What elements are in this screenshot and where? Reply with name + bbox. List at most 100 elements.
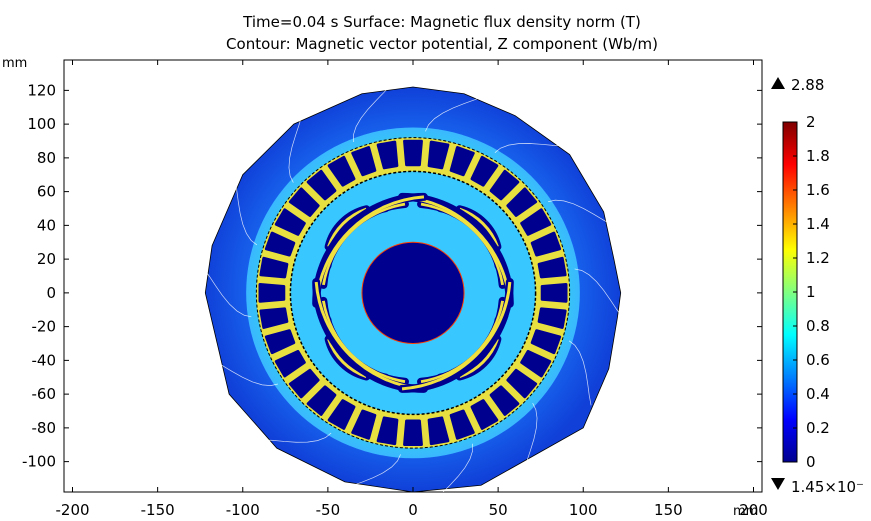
y-tick-label: 20 — [37, 250, 56, 268]
rotor-flux-path — [459, 338, 499, 378]
max-marker-label: 2.88 — [791, 76, 824, 94]
stator-slot — [470, 399, 499, 430]
contour-line — [574, 268, 623, 318]
rotor-flux-path — [459, 207, 499, 248]
colorbar-tick-label: 0.6 — [806, 351, 830, 369]
stator-slot — [288, 368, 320, 399]
contour-line — [262, 432, 332, 443]
stator-slot — [274, 208, 306, 236]
colorbar-tick-label: 0.8 — [806, 317, 830, 335]
stator-slot — [470, 155, 499, 187]
y-tick-label: 80 — [37, 149, 56, 167]
y-tick-label: -20 — [32, 318, 57, 336]
x-tick-label: -150 — [141, 501, 175, 519]
contour-line — [203, 267, 252, 318]
rotor-flux-path — [327, 207, 367, 248]
stator-slot — [351, 146, 377, 177]
min-marker-triangle — [771, 478, 785, 490]
colorbar-tick-label: 2 — [806, 113, 816, 131]
rotor-flux-path — [401, 281, 512, 391]
stator-slot — [530, 231, 562, 257]
x-tick-label: 50 — [489, 501, 508, 519]
colorbar-tick-label: 0.4 — [806, 385, 830, 403]
x-tick-label: 200 — [739, 501, 768, 519]
stator-slot — [427, 416, 450, 446]
stator-slot — [449, 409, 475, 440]
min-marker-label: 1.45×10⁻ — [791, 478, 864, 496]
contour-line — [494, 143, 564, 153]
stator-slot — [288, 187, 320, 217]
y-tick-label: -80 — [32, 419, 57, 437]
chart-title: Time=0.04 s Surface: Magnetic flux densi… — [242, 13, 641, 31]
stator-slot — [327, 399, 356, 430]
stator-slot — [489, 169, 520, 201]
y-tick-label: 40 — [37, 216, 56, 234]
contour-line — [425, 95, 485, 132]
stator-slot — [306, 169, 337, 201]
colorbar-tick-label: 1.8 — [806, 147, 830, 165]
y-tick-label: 60 — [37, 183, 56, 201]
stator-slot — [258, 283, 286, 303]
colorbar-tick-label: 1 — [806, 283, 816, 301]
colorbar-tick-label: 0 — [806, 453, 816, 471]
contour-line — [442, 443, 473, 492]
stator-slot — [530, 329, 562, 355]
colorbar-tick-label: 1.2 — [806, 249, 830, 267]
contour-line — [288, 114, 303, 183]
contour-line — [548, 199, 613, 226]
colorbar: 0 0.2 0.4 0.6 0.8 1 1.2 1.4 1.6 1.8 2 — [782, 113, 830, 471]
stator-slot — [264, 329, 296, 355]
contour-line — [234, 180, 258, 246]
x-tick-label: -100 — [226, 501, 260, 519]
y-tick-label: -100 — [22, 453, 56, 471]
stator-slot — [506, 368, 538, 399]
contour-line — [353, 84, 391, 143]
y-unit-label: mm — [2, 56, 27, 71]
x-axis: -200 -150 -100 -50 0 50 100 150 200 — [55, 60, 768, 519]
stator-slot — [351, 409, 377, 440]
stator-slot — [327, 155, 356, 187]
rotor-flux-path — [327, 338, 367, 378]
stator-slot — [449, 146, 475, 177]
stator-slot — [306, 385, 337, 416]
colorbar-tick-label: 0.2 — [806, 419, 830, 437]
stator-slot — [540, 283, 568, 303]
contour-line — [523, 403, 538, 471]
stator-slot — [537, 256, 567, 279]
stator-slot — [403, 419, 423, 447]
contour-line — [213, 360, 278, 386]
x-tick-label: 0 — [408, 501, 418, 519]
chart-subtitle: Contour: Magnetic vector potential, Z co… — [226, 35, 658, 53]
y-tick-label: 0 — [46, 284, 56, 302]
stator-slot — [489, 385, 520, 416]
x-tick-label: 150 — [654, 501, 683, 519]
stator-slot — [274, 349, 306, 378]
y-axis: -100 -80 -60 -40 -20 0 20 40 60 80 100 120 — [22, 81, 762, 471]
max-marker-triangle — [771, 77, 785, 89]
contour-line — [341, 454, 401, 491]
stator-slot — [520, 208, 552, 236]
colorbar-tick-label: 1.4 — [806, 215, 830, 233]
y-tick-label: 100 — [27, 115, 56, 133]
stator-slot — [376, 416, 399, 446]
rotor-boundary — [289, 170, 537, 416]
stator-slot — [259, 256, 289, 279]
stator-slot — [520, 349, 552, 378]
x-tick-label: -200 — [55, 501, 89, 519]
y-tick-label: -40 — [32, 351, 57, 369]
stator-slot — [259, 307, 289, 329]
stator-slot — [506, 187, 538, 217]
stator-boundary — [255, 137, 571, 449]
motor-geometry — [203, 84, 623, 492]
stator-slot — [403, 139, 423, 167]
stator-slot — [264, 231, 296, 257]
x-unit-label: mm — [733, 504, 758, 519]
contour-line — [568, 340, 592, 406]
stator-slot — [376, 140, 399, 170]
shaft — [361, 241, 465, 344]
x-tick-label: 100 — [569, 501, 598, 519]
x-tick-label: -50 — [316, 501, 341, 519]
y-tick-label: -60 — [32, 385, 57, 403]
stator-slot — [537, 307, 567, 329]
